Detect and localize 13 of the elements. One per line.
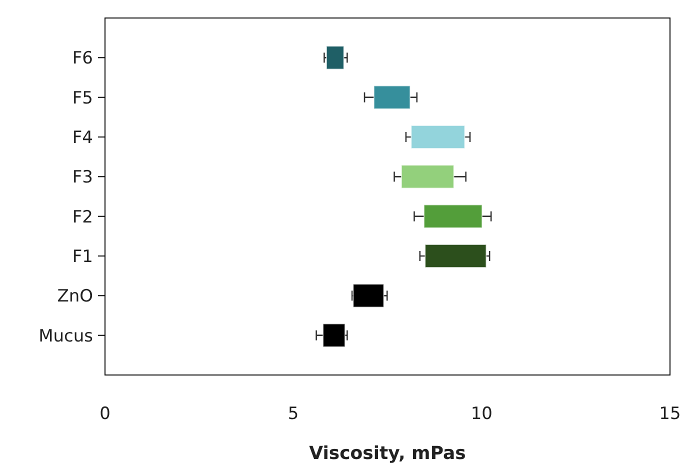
x-tick-label: 5 xyxy=(288,404,299,424)
y-tick-label: F3 xyxy=(72,168,93,188)
y-tick-label: F6 xyxy=(72,48,93,69)
x-tick-label: 15 xyxy=(659,404,681,424)
x-tick-label: 0 xyxy=(100,404,110,424)
y-tick-label: F2 xyxy=(72,207,93,228)
y-tick-label: F5 xyxy=(72,88,93,108)
y-tick-label: F4 xyxy=(72,128,93,148)
y-tick-label: F1 xyxy=(72,246,93,267)
y-tick-label: Mucus xyxy=(38,326,94,346)
x-axis-title: Viscosity, mPas xyxy=(309,443,466,463)
x-tick-label: 10 xyxy=(470,404,492,424)
y-tick-label: ZnO xyxy=(57,286,93,307)
